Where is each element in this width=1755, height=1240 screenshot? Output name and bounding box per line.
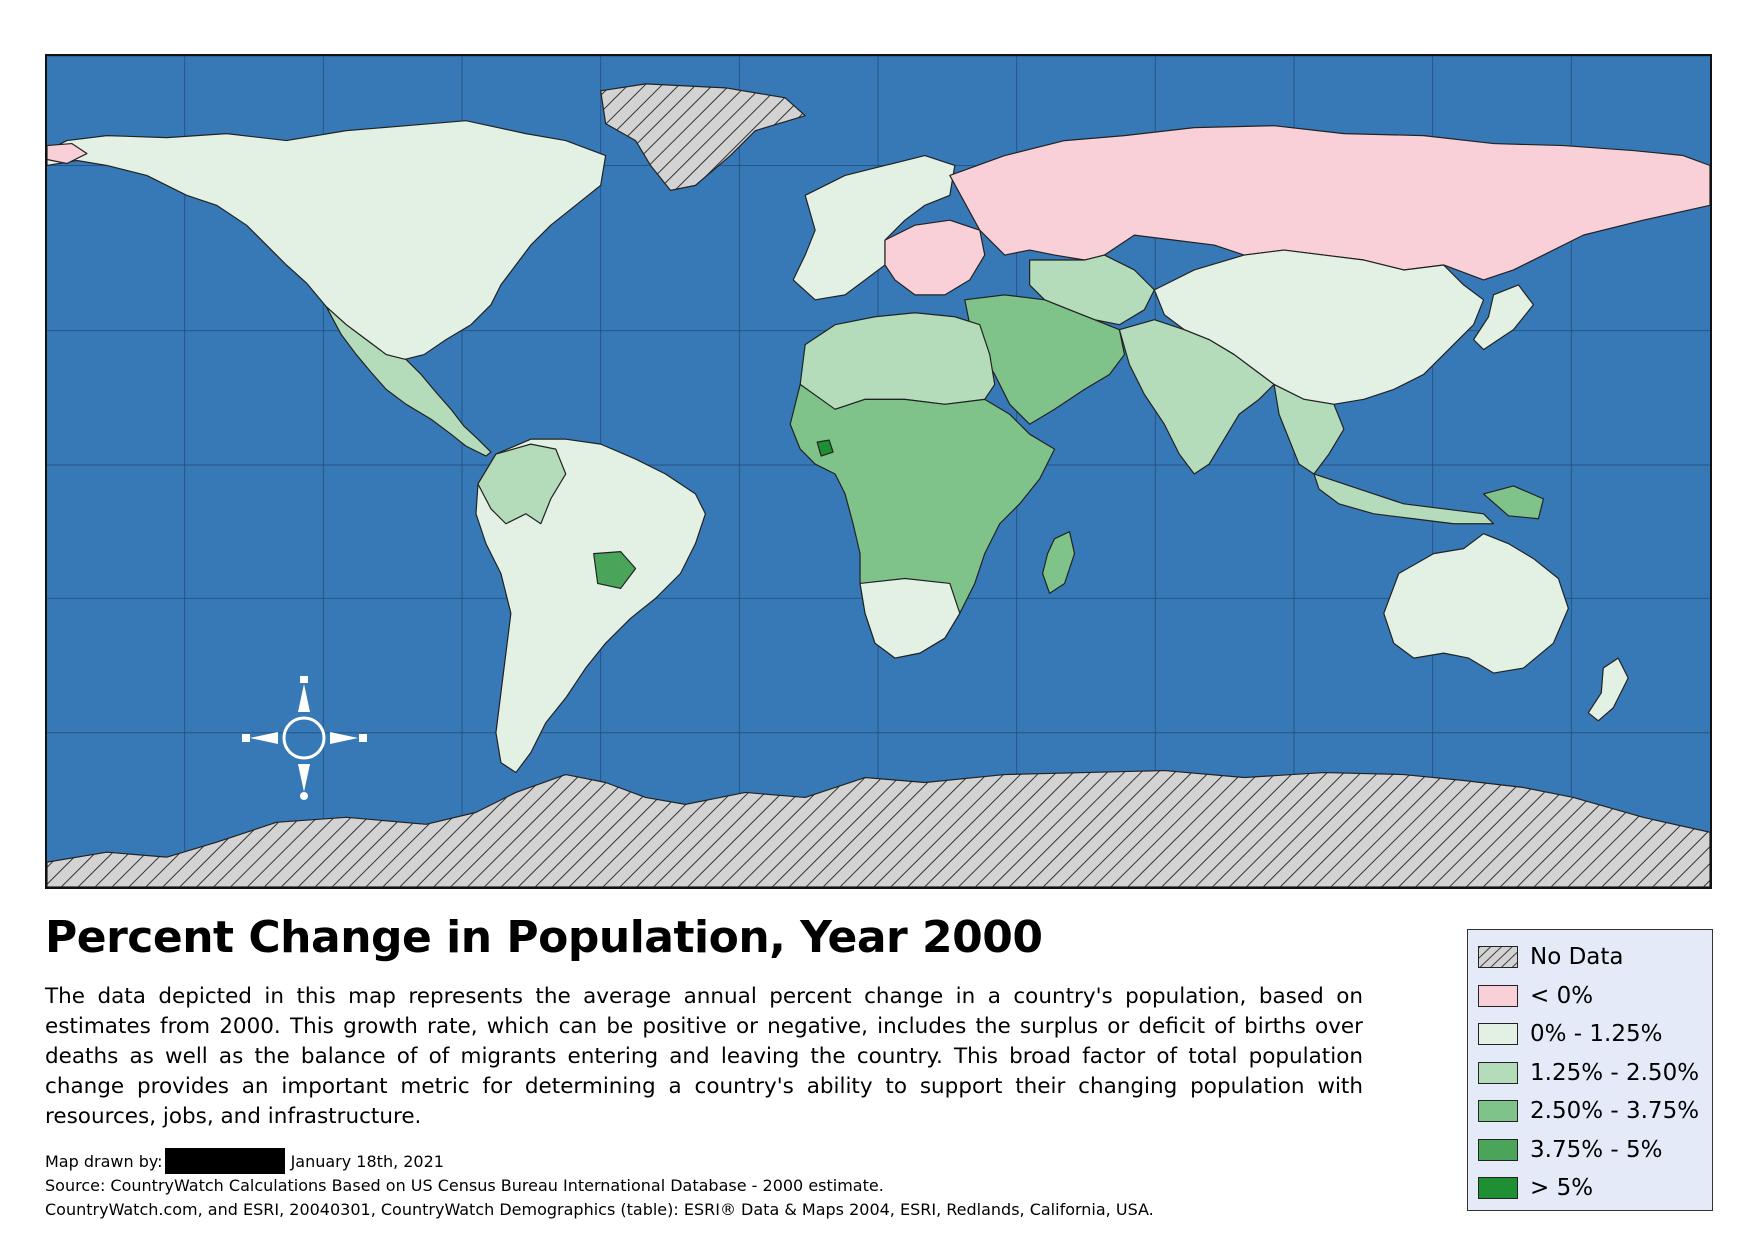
drawn-date: January 18th, 2021 — [290, 1152, 444, 1171]
legend-item-negative: < 0% — [1478, 977, 1712, 1016]
legend-item-no-data: No Data — [1478, 938, 1712, 977]
legend-item-2-50-3-75: 2.50% - 3.75% — [1478, 1092, 1712, 1131]
legend-label-no-data: No Data — [1530, 944, 1624, 971]
north-africa[interactable] — [799, 312, 996, 410]
south-america[interactable] — [475, 438, 707, 774]
north-america[interactable] — [47, 120, 607, 361]
legend-item-over-5: > 5% — [1478, 1169, 1712, 1208]
legend-swatch-0-1-25 — [1478, 1023, 1518, 1046]
paraguay[interactable] — [593, 551, 637, 590]
credits-block: Map drawn by: January 18th, 2021 Source: … — [45, 1148, 1154, 1222]
map-description: The data depicted in this map represents… — [45, 984, 1363, 1129]
southern-africa[interactable] — [859, 577, 961, 659]
legend-swatch-3-75-5 — [1478, 1138, 1518, 1161]
papua-new-guinea[interactable] — [1482, 485, 1544, 520]
legend-item-3-75-5: 3.75% - 5% — [1478, 1131, 1712, 1170]
redacted-author-name — [164, 1148, 285, 1174]
madagascar[interactable] — [1042, 531, 1076, 595]
legend-label-negative: < 0% — [1530, 982, 1594, 1009]
eastern-europe[interactable] — [884, 219, 986, 296]
drawn-by-line: Map drawn by: January 18th, 2021 — [45, 1148, 1154, 1174]
andean-countries[interactable] — [477, 443, 567, 525]
mexico-central-america[interactable] — [325, 306, 492, 457]
legend: No Data < 0% 0% - 1.25% 1.25% - 2.50% 2.… — [1467, 929, 1713, 1211]
legend-swatch-2-50-3-75 — [1478, 1100, 1518, 1123]
south-asia[interactable] — [1118, 319, 1275, 475]
drawn-by-label: Map drawn by: — [45, 1152, 163, 1171]
legend-label-1-25-2-50: 1.25% - 2.50% — [1530, 1059, 1700, 1086]
legend-swatch-1-25-2-50 — [1478, 1061, 1518, 1084]
legend-label-over-5: > 5% — [1530, 1175, 1594, 1202]
legend-label-0-1-25: 0% - 1.25% — [1530, 1021, 1663, 1048]
greenland[interactable] — [600, 83, 806, 191]
world-map-svg — [47, 56, 1710, 887]
legend-item-1-25-2-50: 1.25% - 2.50% — [1478, 1054, 1712, 1093]
map-title: Percent Change in Population, Year 2000 — [45, 912, 1043, 963]
australia[interactable] — [1383, 533, 1569, 674]
new-zealand[interactable] — [1587, 657, 1629, 722]
legend-swatch-negative — [1478, 984, 1518, 1007]
legend-label-3-75-5: 3.75% - 5% — [1530, 1136, 1663, 1163]
citation-line: CountryWatch.com, and ESRI, 20040301, Co… — [45, 1200, 1154, 1219]
legend-item-0-1-25: 0% - 1.25% — [1478, 1015, 1712, 1054]
world-map[interactable] — [45, 54, 1712, 889]
legend-swatch-no-data — [1478, 946, 1518, 969]
japan[interactable] — [1472, 284, 1535, 351]
indonesia[interactable] — [1313, 473, 1495, 525]
southeast-asia[interactable] — [1273, 383, 1345, 475]
legend-label-2-50-3-75: 2.50% - 3.75% — [1530, 1098, 1700, 1125]
source-line: Source: CountryWatch Calculations Based … — [45, 1176, 884, 1195]
antarctica[interactable] — [47, 769, 1710, 887]
central-asia[interactable] — [1029, 254, 1155, 326]
sierra-leone[interactable] — [816, 439, 834, 457]
russia-east-wrap[interactable] — [47, 142, 88, 165]
compass-rose-icon — [242, 676, 367, 800]
legend-swatch-over-5 — [1478, 1177, 1518, 1200]
